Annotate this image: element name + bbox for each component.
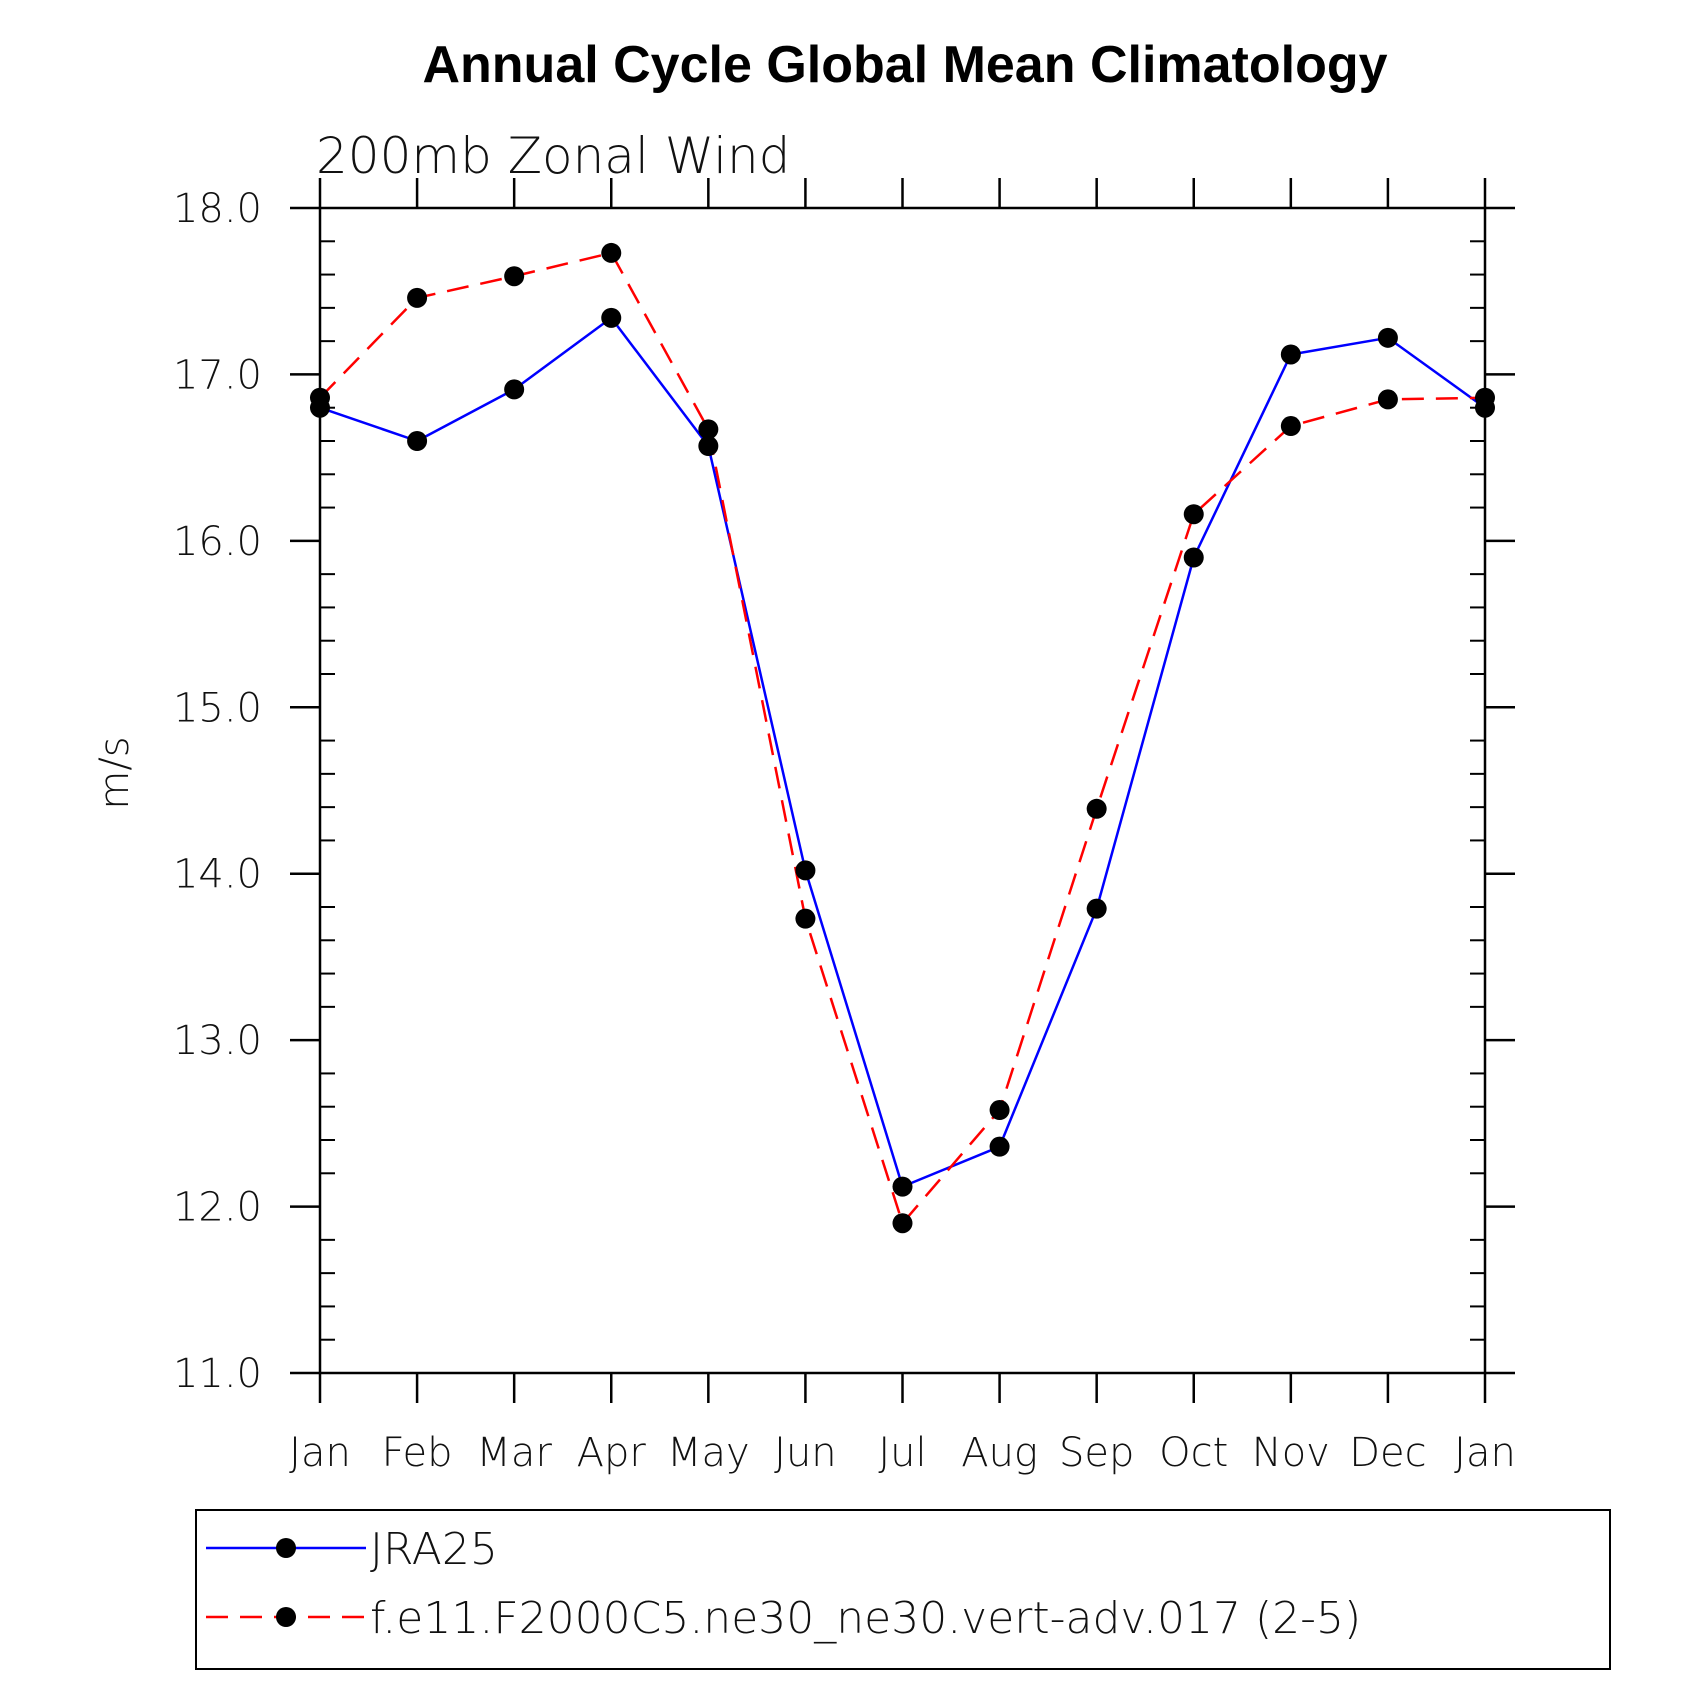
x-tick-label: May bbox=[667, 1430, 750, 1476]
series-2-point bbox=[407, 287, 428, 308]
x-tick-labels: Jan Feb Mar Apr May Jun Jul Aug Sep Oct Nov Dec Jan bbox=[289, 1430, 1516, 1476]
legend-box bbox=[195, 1509, 1611, 1670]
series-1-point bbox=[989, 1136, 1010, 1157]
series-1-point bbox=[407, 431, 428, 451]
series-line-1 bbox=[319, 316, 1486, 1188]
series-2-point bbox=[1183, 504, 1204, 525]
x-tick-label: Nov bbox=[1252, 1430, 1330, 1476]
axis-ticks bbox=[290, 178, 1515, 1403]
x-tick-label: Jan bbox=[1454, 1430, 1516, 1476]
y-tick-label: 14.0 bbox=[173, 852, 262, 898]
y-tick-label: 17.0 bbox=[173, 352, 262, 398]
chart-title: Annual Cycle Global Mean Climatology bbox=[422, 36, 1387, 94]
legend-marker-2 bbox=[276, 1607, 296, 1627]
series-layer bbox=[310, 242, 1495, 1234]
series-2-point bbox=[795, 908, 816, 929]
series-1-point bbox=[1377, 327, 1398, 348]
y-tick-label: 12.0 bbox=[173, 1185, 262, 1231]
y-axis-label: m/s bbox=[92, 736, 138, 809]
series-2-point bbox=[1086, 798, 1107, 819]
series-2-point bbox=[989, 1100, 1010, 1121]
x-tick-label: Jul bbox=[878, 1430, 926, 1476]
series-2-point bbox=[504, 266, 525, 287]
legend: JRA25 f.e11.F2000C5.ne30_ne30.vert-adv.01… bbox=[195, 1509, 1611, 1670]
y-tick-labels: 11.0 12.0 13.0 14.0 15.0 16.0 17.0 18.0 bbox=[173, 186, 262, 1397]
x-tick-label: Feb bbox=[382, 1430, 453, 1476]
y-tick-label: 18.0 bbox=[173, 186, 262, 232]
series-1-point bbox=[1280, 344, 1301, 365]
x-tick-label: Mar bbox=[476, 1430, 552, 1476]
series-2-point bbox=[892, 1213, 913, 1234]
x-tick-label: Apr bbox=[577, 1430, 647, 1476]
series-1-point bbox=[698, 435, 719, 456]
series-1-point bbox=[1086, 898, 1107, 919]
x-tick-label: Sep bbox=[1059, 1430, 1134, 1476]
legend-label-2: f.e11.F2000C5.ne30_ne30.vert-adv.017 (2-… bbox=[370, 1593, 1361, 1644]
y-tick-label: 11.0 bbox=[173, 1351, 262, 1397]
y-tick-label: 15.0 bbox=[173, 685, 262, 731]
series-1-point bbox=[504, 379, 525, 400]
series-1-point bbox=[892, 1176, 913, 1197]
series-2-point bbox=[601, 242, 622, 263]
chart-subtitle: 200mb Zonal Wind bbox=[316, 127, 790, 185]
y-tick-label: 16.0 bbox=[173, 519, 262, 565]
x-tick-label: Jan bbox=[289, 1430, 351, 1476]
series-1-point bbox=[601, 307, 622, 328]
x-tick-label: Dec bbox=[1349, 1430, 1426, 1476]
plot-frame bbox=[318, 206, 1487, 1375]
series-2-point bbox=[1280, 416, 1301, 437]
x-tick-label: Oct bbox=[1159, 1430, 1228, 1476]
series-1-point bbox=[795, 860, 816, 881]
x-tick-label: Aug bbox=[961, 1430, 1038, 1476]
y-tick-label: 13.0 bbox=[173, 1018, 262, 1064]
series-1-point bbox=[1183, 547, 1204, 568]
x-tick-label: Jun bbox=[774, 1430, 837, 1476]
legend-label-1: JRA25 bbox=[370, 1524, 498, 1575]
legend-marker-1 bbox=[276, 1538, 296, 1558]
series-2-point bbox=[698, 419, 719, 440]
series-2-point bbox=[1377, 389, 1398, 410]
